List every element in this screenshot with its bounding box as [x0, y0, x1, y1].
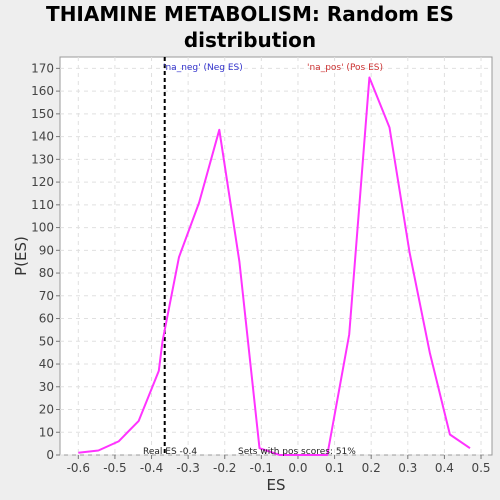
- x-tick-label: 0.2: [362, 461, 381, 475]
- y-tick-label: 130: [31, 152, 54, 166]
- grid-lines: [60, 57, 492, 456]
- y-tick-label: 120: [31, 175, 54, 189]
- pos-scores-label: Sets with pos scores: 51%: [238, 447, 356, 457]
- y-tick-label: 160: [31, 84, 54, 98]
- y-tick-label: 0: [46, 448, 54, 462]
- x-tick-label: 0.0: [288, 461, 307, 475]
- y-tick-label: 70: [39, 289, 54, 303]
- x-tick-label: -0.2: [213, 461, 236, 475]
- plot-area: [59, 56, 493, 456]
- x-tick-label: -0.3: [176, 461, 199, 475]
- y-tick-label: 110: [31, 198, 54, 212]
- x-tick-label: 0.5: [471, 461, 490, 475]
- x-tick-label: -0.5: [103, 461, 126, 475]
- y-tick-label: 10: [39, 425, 54, 439]
- y-axis-title: P(ES): [12, 236, 30, 276]
- y-tick-label: 20: [39, 403, 54, 417]
- series-layer: [78, 57, 471, 456]
- axes: 0 10 20 30 40 50 60 70 80 90 100 110 120 130 140 150 160…: [31, 61, 490, 475]
- chart-title-line1: THIAMINE METABOLISM: Random ES: [46, 2, 454, 26]
- x-tick-label: 0.4: [435, 461, 454, 475]
- x-tick-label: 0.1: [325, 461, 344, 475]
- y-tick-label: 140: [31, 130, 54, 144]
- annotations-layer: 'na_neg' (Neg ES) 'na_pos' (Pos ES) Real…: [143, 63, 383, 457]
- x-tick-label: 0.3: [398, 461, 417, 475]
- y-tick-label: 30: [39, 380, 54, 394]
- x-tick-label: -0.6: [67, 461, 90, 475]
- x-tick-label: -0.1: [250, 461, 273, 475]
- y-tick-label: 90: [39, 243, 54, 257]
- y-tick-label: 170: [31, 61, 54, 75]
- y-tick-label: 100: [31, 221, 54, 235]
- chart-title-line2: distribution: [183, 28, 317, 52]
- x-axis-title: ES: [267, 476, 286, 494]
- x-tick-label: -0.4: [140, 461, 163, 475]
- series-line: [78, 76, 471, 456]
- y-tick-label: 40: [39, 357, 54, 371]
- real-es-label: Real ES -0.4: [143, 447, 197, 457]
- y-tick-label: 150: [31, 107, 54, 121]
- y-tick-label: 50: [39, 334, 54, 348]
- y-tick-label: 60: [39, 312, 54, 326]
- pos-es-label: 'na_pos' (Pos ES): [307, 63, 383, 73]
- y-tick-label: 80: [39, 266, 54, 280]
- neg-es-label: 'na_neg' (Neg ES): [163, 63, 243, 73]
